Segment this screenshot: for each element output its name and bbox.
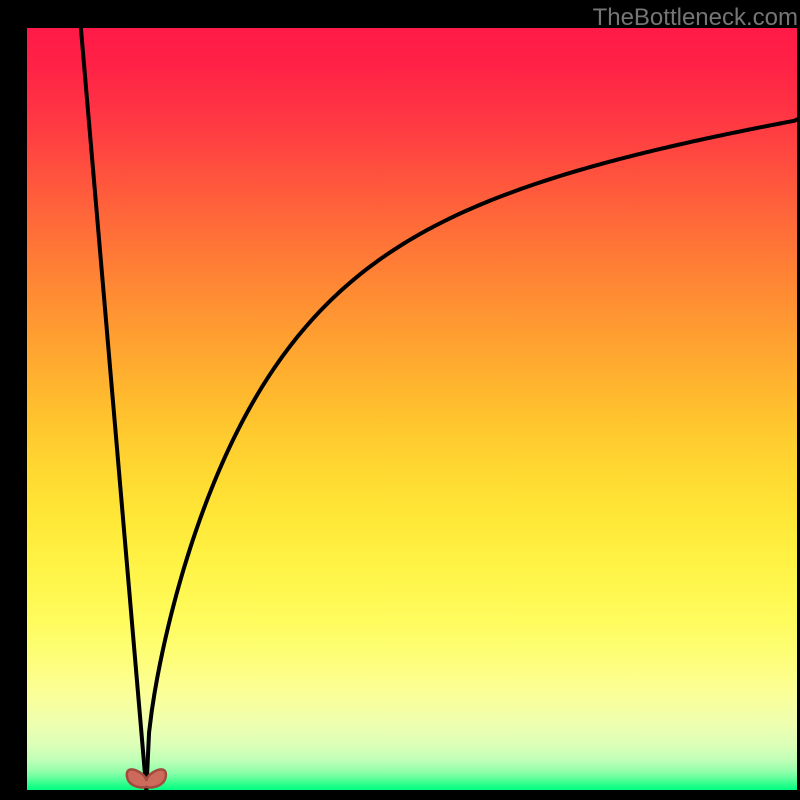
bottleneck-chart [0, 0, 800, 800]
watermark-text: TheBottleneck.com [593, 4, 798, 32]
chart-container: TheBottleneck.com [0, 0, 800, 800]
